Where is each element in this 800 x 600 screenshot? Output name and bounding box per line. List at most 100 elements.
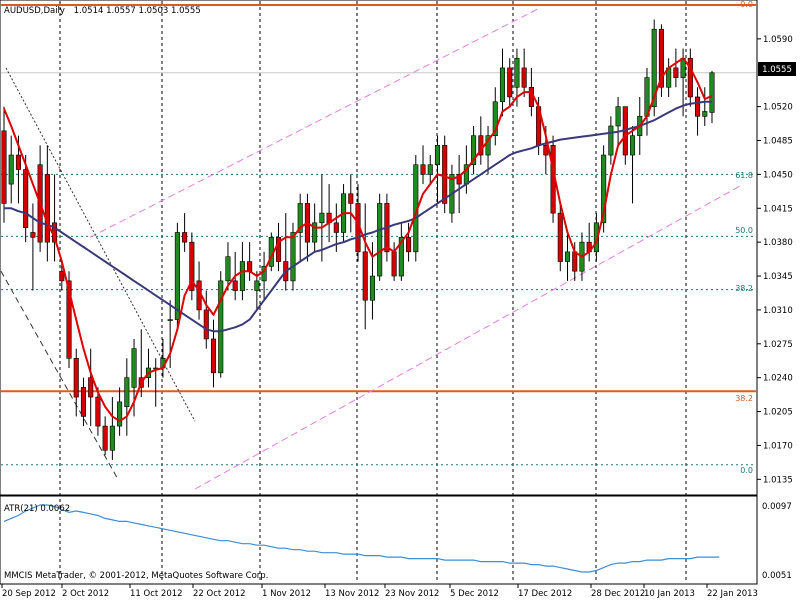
candle: [80, 377, 87, 427]
candle: [687, 48, 693, 107]
x-tick-label: 22 Oct 2012: [193, 589, 246, 599]
candle-body: [275, 237, 282, 262]
symbol-label: AUDUSD,Daily: [4, 6, 65, 16]
candle-body: [651, 28, 657, 107]
candle-body: [1, 130, 7, 204]
candle: [702, 87, 708, 126]
candle: [8, 135, 14, 204]
price-axis: 1.0590 1.0520 1.0485 1.0450 1.0415 1.0380 1.03…: [757, 35, 793, 485]
candle-body: [369, 275, 375, 301]
candle-body: [15, 154, 21, 170]
x-tick-label: 17 Dec 2012: [518, 589, 572, 599]
candle-body: [124, 377, 130, 408]
candle-body: [167, 319, 173, 321]
candle-body: [109, 425, 115, 451]
candle: [203, 290, 209, 349]
candle-body: [629, 135, 636, 156]
candle-body: [232, 280, 238, 291]
candle: [102, 416, 108, 456]
candle-body: [434, 145, 441, 166]
candle: [225, 242, 231, 291]
candle: [456, 155, 462, 214]
candle: [398, 222, 404, 281]
candle-body: [572, 251, 578, 272]
time-axis: 20 Sep 2012 2 Oct 2012 11 Oct 2012 22 Oct 2…: [1, 584, 758, 599]
candle-body: [218, 280, 224, 374]
candle-body: [131, 348, 137, 388]
candle-body: [203, 309, 209, 340]
candle-body: [499, 67, 506, 103]
atr-line: [3, 504, 720, 573]
candle: [695, 87, 701, 136]
candle: [73, 348, 79, 417]
candle-body: [564, 251, 571, 262]
candle-body: [377, 203, 383, 277]
candle-body: [312, 222, 318, 243]
candle-body: [210, 338, 217, 374]
candle-body: [239, 261, 245, 291]
candle-body: [695, 96, 701, 117]
candle-body: [189, 241, 195, 291]
candle: [420, 145, 426, 185]
candle: [427, 155, 433, 185]
moving-averages: [3, 57, 713, 423]
candle: [507, 58, 513, 107]
candle-body: [521, 67, 527, 88]
candle-body: [44, 174, 50, 243]
candle: [601, 145, 607, 233]
candle: [1, 106, 7, 223]
candle-body: [23, 169, 29, 228]
y-tick-label: 1.0380: [763, 238, 793, 248]
candle-body: [333, 222, 339, 233]
candle: [319, 174, 325, 262]
candle: [275, 222, 282, 272]
y-tick-label: 1.0240: [763, 374, 793, 384]
candle: [615, 96, 621, 146]
candle-body: [492, 101, 498, 136]
candle: [485, 126, 491, 175]
fib-teal-618-label: 61.8: [735, 171, 753, 180]
candle-body: [608, 125, 614, 156]
y-tick-label: 1.0170: [763, 441, 793, 451]
current-price-marker: 1.0555: [758, 62, 796, 76]
candle: [471, 126, 477, 175]
candle-body: [658, 28, 664, 88]
candle: [651, 19, 657, 117]
candle-body: [709, 72, 715, 113]
candle: [658, 24, 664, 97]
vertical-gridlines: [1, 1, 756, 583]
candle: [95, 387, 101, 436]
candle-body: [478, 135, 484, 156]
candle-body: [174, 232, 180, 320]
y-tick-label: 1.0485: [763, 137, 793, 147]
candle: [124, 358, 130, 436]
candle-body: [290, 232, 296, 282]
candle-body: [319, 212, 325, 224]
candle-body: [102, 425, 108, 451]
ohlc-label: 1.0514 1.0557 1.0503 1.0555: [74, 6, 201, 16]
y-tick-label: 1.0205: [763, 408, 793, 418]
x-tick-label: 1 Nov 2012: [262, 589, 311, 599]
fib-orange-382-label: 38.2: [735, 394, 753, 403]
atr-series: [3, 504, 720, 573]
candle-body: [391, 251, 397, 277]
candle-body: [702, 111, 708, 117]
candle: [478, 116, 484, 165]
candle: [521, 48, 527, 97]
footer-copyright: MMCIS MetaTrader, © 2001-2012, MetaQuote…: [4, 571, 268, 581]
candle-body: [427, 164, 433, 175]
candle-body: [593, 222, 599, 253]
candle-body: [73, 358, 79, 398]
candle: [59, 261, 65, 291]
candle: [290, 222, 296, 291]
y-tick-label: 1.0520: [763, 103, 793, 113]
candle-body: [59, 270, 65, 282]
candle: [499, 48, 506, 117]
atr-tick-high: 0.0097: [762, 502, 792, 512]
candle-body: [182, 232, 188, 243]
y-tick-label: 1.0345: [763, 272, 793, 282]
candle: [348, 174, 354, 233]
ma-slow-line: [4, 100, 712, 333]
candle-body: [362, 251, 368, 301]
fib-teal-382-label: 38.2: [735, 284, 753, 293]
